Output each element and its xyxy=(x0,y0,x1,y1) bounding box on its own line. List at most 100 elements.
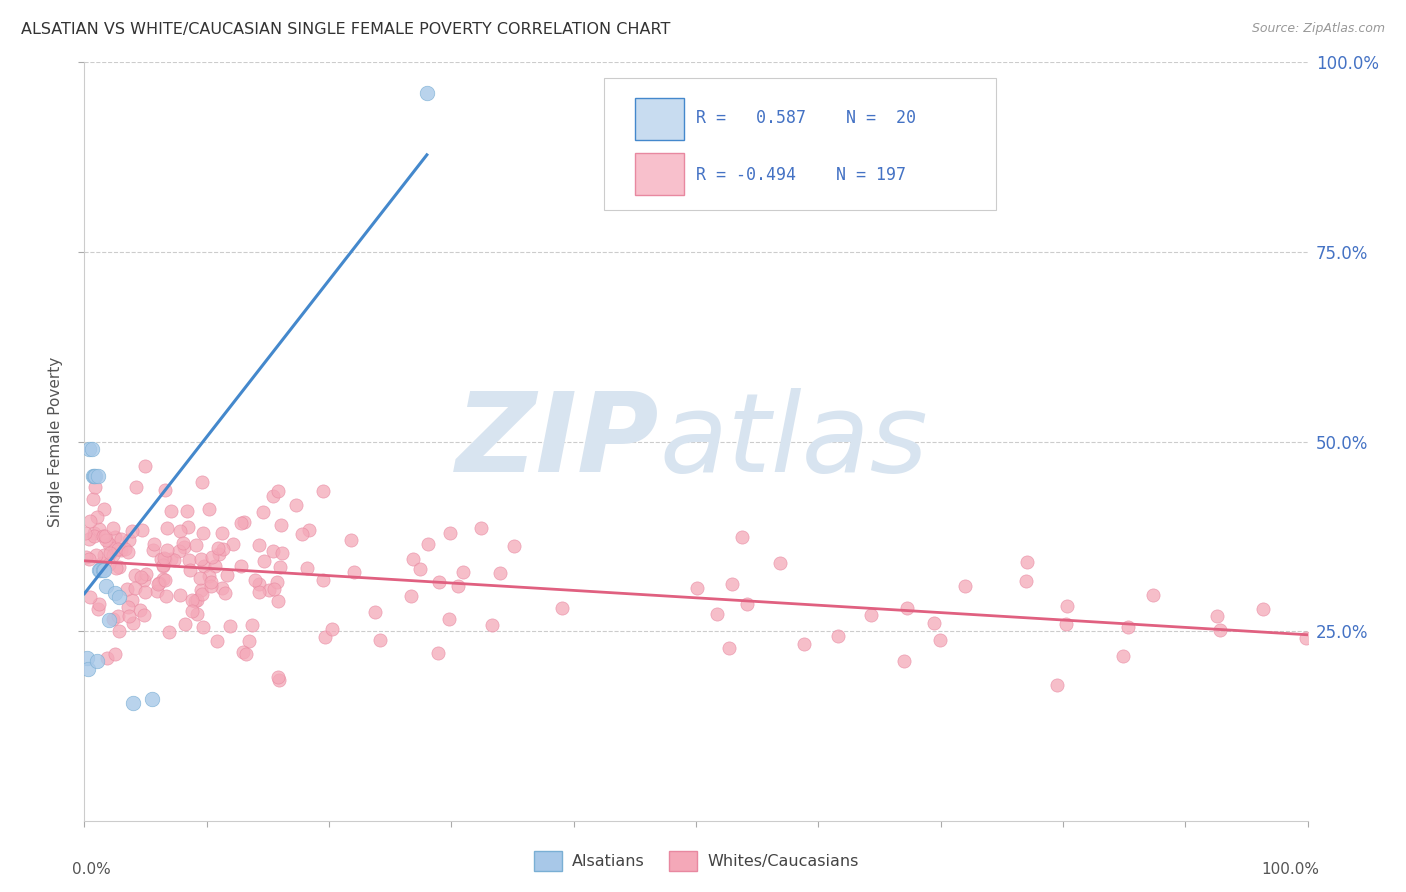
Point xyxy=(159,504,181,518)
Point xyxy=(252,554,274,568)
Point xyxy=(215,568,238,582)
Point xyxy=(229,516,252,530)
Point xyxy=(141,692,163,706)
Point xyxy=(270,546,292,560)
Point xyxy=(222,536,245,550)
Point xyxy=(86,510,108,524)
Point xyxy=(82,468,104,483)
Point xyxy=(399,589,422,603)
Point xyxy=(134,584,156,599)
Text: atlas: atlas xyxy=(659,388,928,495)
Point xyxy=(107,590,129,604)
Point xyxy=(177,520,200,534)
Point xyxy=(503,539,526,553)
Point xyxy=(131,570,153,584)
Point xyxy=(118,608,141,623)
Point xyxy=(83,480,105,494)
Point xyxy=(190,552,212,566)
Point xyxy=(481,618,503,632)
Point xyxy=(235,647,257,661)
Point xyxy=(98,557,121,571)
Point xyxy=(86,548,108,562)
Point xyxy=(87,522,110,536)
Point xyxy=(115,582,138,596)
Point xyxy=(768,557,790,571)
Point xyxy=(117,545,139,559)
Point xyxy=(451,565,474,579)
Text: R = -0.494    N = 197: R = -0.494 N = 197 xyxy=(696,166,905,184)
Text: 100.0%: 100.0% xyxy=(1261,863,1320,878)
Point xyxy=(93,549,115,563)
Point xyxy=(98,546,121,560)
Point xyxy=(207,541,229,556)
Point xyxy=(174,617,197,632)
Legend: Alsatians, Whites/Caucasians: Alsatians, Whites/Caucasians xyxy=(527,845,865,877)
Point xyxy=(295,560,318,574)
Point xyxy=(211,526,233,541)
Point xyxy=(402,552,425,566)
Point xyxy=(1015,574,1038,588)
Point xyxy=(155,589,177,603)
Point xyxy=(205,633,228,648)
Text: ZIP: ZIP xyxy=(456,388,659,495)
Point xyxy=(201,549,224,564)
Point xyxy=(312,483,335,498)
Point xyxy=(827,629,849,643)
Point xyxy=(84,468,107,483)
Point xyxy=(266,575,288,590)
Point xyxy=(409,561,432,575)
Point xyxy=(103,521,125,535)
Point xyxy=(470,521,492,535)
Point xyxy=(110,543,132,558)
Point xyxy=(257,582,280,597)
Point xyxy=(93,502,115,516)
Point xyxy=(214,586,236,600)
Point xyxy=(1295,631,1317,645)
Text: 0.0%: 0.0% xyxy=(72,863,111,878)
Point xyxy=(104,586,127,600)
Point xyxy=(104,560,127,574)
Point xyxy=(427,575,450,590)
Point xyxy=(108,624,131,638)
Point xyxy=(94,529,117,543)
Point xyxy=(200,579,222,593)
Point xyxy=(172,536,194,550)
Point xyxy=(1209,623,1232,637)
Point xyxy=(263,582,285,596)
Point xyxy=(191,587,214,601)
Point xyxy=(955,578,977,592)
Point xyxy=(269,560,291,574)
Point xyxy=(231,559,253,574)
Point xyxy=(134,574,156,588)
Point xyxy=(97,537,120,551)
Point xyxy=(104,647,127,661)
Point xyxy=(173,541,195,555)
Point xyxy=(177,553,200,567)
FancyBboxPatch shape xyxy=(636,153,683,195)
Point xyxy=(928,633,950,648)
Point xyxy=(76,650,98,665)
Point xyxy=(167,544,190,558)
Point xyxy=(1045,678,1067,692)
Point xyxy=(121,592,143,607)
Point xyxy=(893,654,915,668)
Point xyxy=(118,533,141,548)
Point xyxy=(186,607,208,621)
Point xyxy=(148,576,170,591)
Point xyxy=(77,662,100,676)
Point xyxy=(896,601,918,615)
Point xyxy=(80,442,103,457)
Point xyxy=(706,607,728,622)
Point xyxy=(75,550,97,565)
Point xyxy=(238,633,260,648)
Point xyxy=(247,577,270,591)
Point xyxy=(731,530,754,544)
Point xyxy=(101,548,124,562)
Text: R =   0.587    N =  20: R = 0.587 N = 20 xyxy=(696,109,915,127)
Point xyxy=(240,618,263,632)
Point xyxy=(262,543,284,558)
Point xyxy=(134,459,156,474)
Point xyxy=(1205,608,1227,623)
Text: ALSATIAN VS WHITE/CAUCASIAN SINGLE FEMALE POVERTY CORRELATION CHART: ALSATIAN VS WHITE/CAUCASIAN SINGLE FEMAL… xyxy=(21,22,671,37)
Point xyxy=(110,532,132,546)
